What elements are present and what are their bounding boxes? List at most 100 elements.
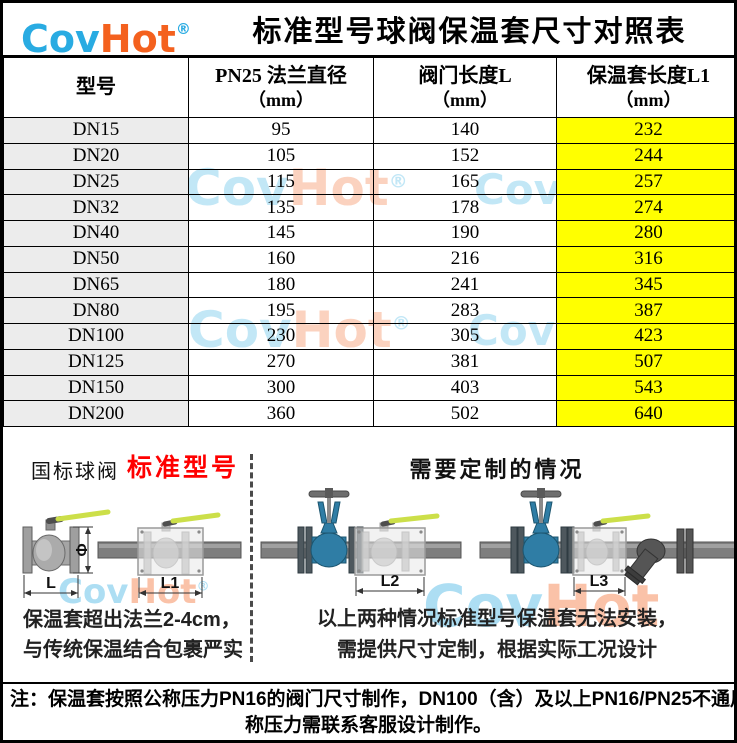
dim-label-l1: L1 [161, 575, 180, 592]
cell-cover: 274 [556, 194, 734, 221]
right-panel-title: 需要定制的情况 [409, 457, 585, 482]
covhot-logo: CovHot® [21, 7, 191, 61]
right-caption-line2: 需提供尺寸定制，根据实际工况设计 [337, 639, 657, 661]
cell-model: DN20 [3, 142, 189, 170]
cell-model: DN50 [3, 245, 189, 273]
cell-model: DN32 [3, 194, 189, 221]
globe-valve-graphic [510, 488, 575, 574]
size-table: 型号 PN25 法兰直径 （mm） 阀门长度L （mm） 保温套长度L1 （mm… [3, 57, 734, 427]
l2-dimension [355, 577, 425, 596]
table-row: DN80 195 283 387 [3, 297, 734, 324]
cell-model: DN25 [3, 168, 189, 196]
page-title: 标准型号球阀保温套尺寸对照表 [252, 16, 687, 48]
cell-cover: 507 [556, 348, 734, 376]
cell-model: DN80 [3, 297, 189, 324]
cell-flange: 105 [188, 142, 374, 170]
cell-cover: 543 [556, 374, 734, 402]
cell-length: 381 [373, 348, 557, 376]
left-caption-line1: 保温套超出法兰2-4cm， [23, 609, 241, 631]
note-line2: 称压力需联系客服设计制作。 [244, 715, 492, 736]
cell-length: 140 [373, 117, 557, 144]
table-row: DN65 180 241 345 [3, 271, 734, 299]
cell-cover: 423 [556, 323, 734, 350]
table-row: DN50 160 216 316 [3, 245, 734, 273]
size-table-section: 型号 PN25 法兰直径 （mm） 阀门长度L （mm） 保温套长度L1 （mm… [3, 57, 734, 427]
logo-hot-text: Hot [99, 17, 176, 61]
table-header-row: 型号 PN25 法兰直径 （mm） 阀门长度L （mm） 保温套长度L1 （mm… [3, 57, 734, 118]
table-row: DN25 115 165 257 [3, 168, 734, 196]
phi-dimension [73, 526, 93, 574]
standard-model-label: 标准型号 [127, 454, 240, 482]
table-row: DN200 360 502 640 [3, 400, 734, 427]
cell-flange: 145 [188, 220, 374, 247]
table-row: DN125 270 381 507 [3, 348, 734, 376]
valve-handle [170, 512, 221, 524]
cell-model: DN65 [3, 271, 189, 299]
table-row: DN32 135 178 274 [3, 194, 734, 221]
cell-length: 216 [373, 245, 557, 273]
cell-length: 165 [373, 168, 557, 196]
cell-flange: 115 [188, 168, 374, 196]
l1-dimension [138, 577, 203, 598]
cell-model: DN15 [3, 117, 189, 144]
valve-handle [388, 513, 440, 524]
cell-cover: 387 [556, 297, 734, 324]
cell-length: 283 [373, 297, 557, 324]
cell-model: DN125 [3, 348, 189, 376]
cell-length: 178 [373, 194, 557, 221]
left-panel-label: 国标球阀 [31, 461, 119, 483]
footer-note: 注：保温套按照公称压力PN16的阀门尺寸制作，DN100（含）及以上PN16/P… [3, 682, 734, 740]
l-dimension [23, 575, 79, 598]
col-header-length: 阀门长度L （mm） [373, 57, 557, 118]
cell-model: DN100 [3, 323, 189, 350]
cell-length: 305 [373, 323, 557, 350]
cell-flange: 160 [188, 245, 374, 273]
dim-label-l3: L3 [590, 573, 609, 590]
cell-cover: 244 [556, 142, 734, 170]
cell-length: 152 [373, 142, 557, 170]
diagram-section: CovHot® CovHot 国标球阀 标准型号 需要定制的情况 [3, 427, 734, 682]
cell-flange: 300 [188, 374, 374, 402]
valve-handle [600, 513, 651, 524]
left-caption: 保温套超出法兰2-4cm， 与传统保温结合包裹严实 [23, 605, 243, 665]
col-header-flange: PN25 法兰直径 （mm） [188, 57, 374, 118]
cell-cover: 345 [556, 271, 734, 299]
custom-cases-illustration: L2 [260, 488, 734, 596]
cell-length: 403 [373, 374, 557, 402]
cell-length: 190 [373, 220, 557, 247]
dim-label-l: L [46, 575, 56, 592]
insulation-jacket-graphic [354, 527, 426, 576]
dim-label-l2: L2 [381, 573, 400, 590]
cell-cover: 316 [556, 245, 734, 273]
size-table-body: DN15 95 140 232 DN20 105 152 244 DN25 115 165 257 DN… [3, 117, 734, 427]
cell-flange: 135 [188, 194, 374, 221]
table-row: DN40 145 190 280 [3, 220, 734, 247]
cell-model: DN150 [3, 374, 189, 402]
right-caption: 以上两种情况标准型号保温套无法安装， 需提供尺寸定制，根据实际工况设计 [258, 604, 734, 666]
insulation-jacket-graphic [572, 527, 627, 576]
col-header-cover: 保温套长度L1 （mm） [556, 57, 734, 118]
dashed-divider [250, 454, 253, 662]
cell-cover: 280 [556, 220, 734, 247]
table-row: DN15 95 140 232 [3, 117, 734, 144]
right-caption-line1: 以上两种情况标准型号保温套无法安装， [317, 608, 677, 630]
cell-length: 502 [373, 400, 557, 427]
registered-mark: ® [175, 20, 191, 38]
table-row: DN100 230 305 423 [3, 323, 734, 350]
note-line1: 注：保温套按照公称压力PN16的阀门尺寸制作，DN100（含）及以上PN16/P… [10, 689, 734, 710]
cell-flange: 230 [188, 323, 374, 350]
cell-flange: 195 [188, 297, 374, 324]
col-header-model: 型号 [3, 57, 189, 118]
cell-flange: 360 [188, 400, 374, 427]
insulation-jacket-graphic [137, 527, 204, 576]
cell-model: DN40 [3, 220, 189, 247]
cell-flange: 180 [188, 271, 374, 299]
table-row: DN20 105 152 244 [3, 142, 734, 170]
dim-label-phi: Φ [72, 543, 89, 556]
cell-cover: 257 [556, 168, 734, 196]
cell-length: 241 [373, 271, 557, 299]
table-row: DN150 300 403 543 [3, 374, 734, 402]
l3-dimension [573, 577, 626, 596]
standard-valve-illustration: Φ L [22, 509, 242, 598]
